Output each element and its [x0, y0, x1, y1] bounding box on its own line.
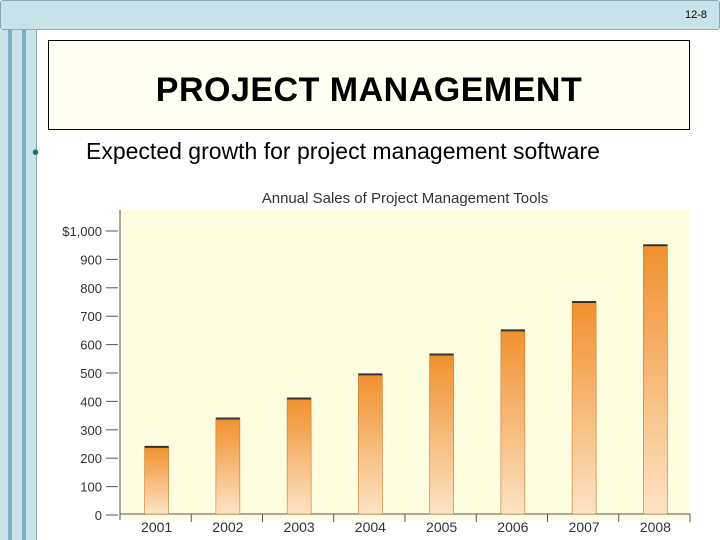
bar — [571, 301, 597, 515]
bars — [144, 244, 668, 515]
plot-background — [120, 210, 690, 520]
side-band — [0, 30, 37, 540]
y-tick-label: 600 — [80, 338, 102, 353]
bullet-text: Expected growth for project management s… — [86, 138, 600, 164]
x-tick-label: 2007 — [569, 519, 600, 535]
y-tick-label: $1,000 — [62, 224, 102, 239]
y-tick-label: 800 — [80, 281, 102, 296]
bullet-icon: • — [32, 142, 40, 164]
x-tick-label: 2008 — [640, 519, 671, 535]
x-tick-label: 2003 — [284, 519, 315, 535]
y-axis: 0 100 200 300 400 500 600 700 800 900 $1,000 — [62, 210, 121, 523]
bar — [286, 398, 312, 515]
y-tick-label: 500 — [80, 366, 102, 381]
x-tick-label: 2005 — [426, 519, 457, 535]
chart-title: Annual Sales of Project Management Tools — [262, 190, 549, 207]
x-tick-label: 2002 — [212, 519, 243, 535]
page-title: PROJECT MANAGEMENT — [155, 71, 583, 109]
bar — [144, 446, 169, 515]
x-tick-label: 2004 — [355, 519, 386, 535]
bar — [643, 244, 668, 515]
slide-number: 12-8 — [684, 9, 707, 21]
bar — [358, 374, 383, 515]
side-stripe — [22, 30, 26, 540]
bar — [215, 418, 241, 515]
y-tick-label: 700 — [80, 309, 102, 324]
title-box: PROJECT MANAGEMENT — [48, 40, 690, 130]
y-tick-label: 400 — [80, 394, 102, 409]
y-tick-label: 300 — [80, 423, 102, 438]
top-band: 12-8 — [0, 0, 720, 30]
x-tick-label: 2001 — [141, 519, 172, 535]
bar — [429, 354, 454, 515]
y-tick-label: 900 — [80, 252, 102, 267]
side-stripe — [8, 30, 12, 540]
x-tick-label: 2006 — [497, 519, 528, 535]
y-tick-label: 100 — [80, 480, 102, 495]
bar — [500, 330, 526, 515]
bar-chart: Annual Sales of Project Management Tools… — [62, 190, 691, 535]
y-tick-label: 200 — [80, 451, 102, 466]
y-tick-label: 0 — [95, 508, 102, 523]
